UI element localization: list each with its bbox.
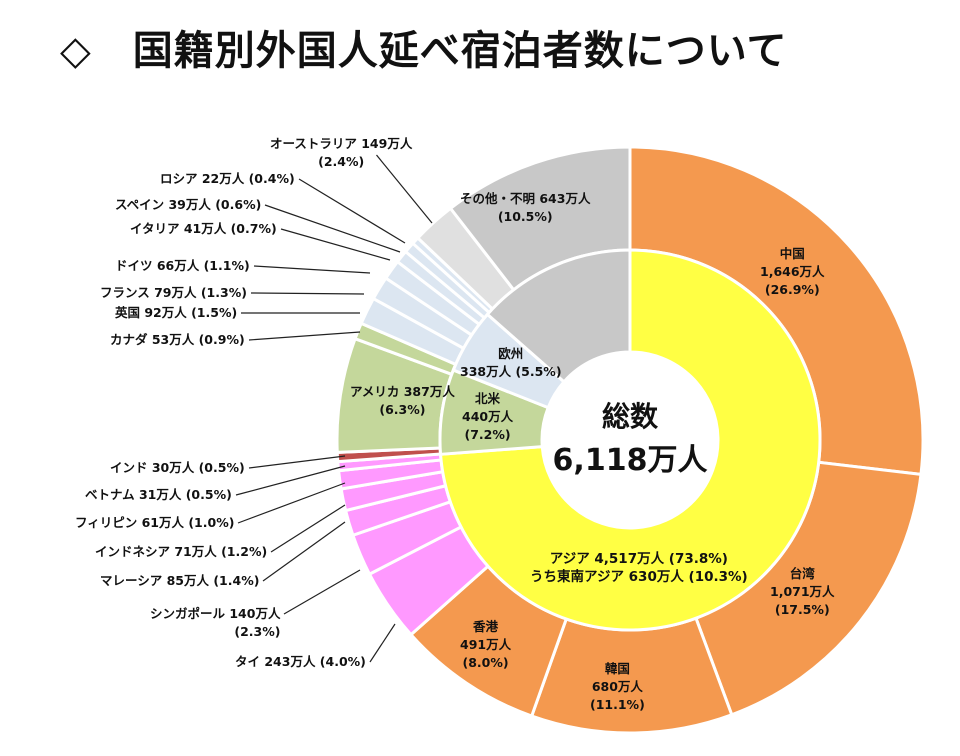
center-total: 6,118万人 xyxy=(552,443,708,478)
center-title: 総数 xyxy=(601,400,658,433)
outer-label-2: 韓国 680万人 (11.1%) xyxy=(590,660,645,714)
outer-label-3-line: 香港 xyxy=(473,619,499,634)
inner-label-0: アジア 4,517万人 (73.8%) うち東南アジア 630万人 (10.3%) xyxy=(530,550,748,586)
leader-line-12 xyxy=(248,331,361,341)
inner-label-1-line: 北米 xyxy=(475,391,501,406)
outer-label-2-line: 680万人 xyxy=(591,679,643,694)
outer-label-6: マレーシア 85万人 (1.4%) xyxy=(100,572,259,590)
outer-label-18: ロシア 22万人 (0.4%) xyxy=(160,170,295,188)
outer-label-7-line: インドネシア 71万人 (1.2%) xyxy=(95,544,268,559)
outer-label-0-line: 1,646万人 xyxy=(760,264,825,279)
outer-label-5: シンガポール 140万人 (2.3%) xyxy=(150,605,280,641)
outer-label-18-line: ロシア 22万人 (0.4%) xyxy=(160,171,295,186)
outer-label-17: スペイン 39万人 (0.6%) xyxy=(115,196,261,214)
page-title: ◇ 国籍別外国人延べ宿泊者数について xyxy=(60,28,788,74)
outer-label-14-line: フランス 79万人 (1.3%) xyxy=(100,285,247,300)
inner-label-2-line: 338万人 (5.5%) xyxy=(460,364,562,379)
leader-line-8 xyxy=(237,482,346,524)
outer-label-7: インドネシア 71万人 (1.2%) xyxy=(95,543,267,561)
leader-line-9 xyxy=(235,465,346,496)
outer-label-12-line: カナダ 53万人 (0.9%) xyxy=(110,332,245,347)
outer-label-0-line: (26.9%) xyxy=(764,282,820,297)
leader-line-7 xyxy=(270,504,346,553)
leader-line-18 xyxy=(298,178,406,244)
outer-label-13-line: 英国 92万人 (1.5%) xyxy=(115,305,238,320)
inner-label-1-line: (7.2%) xyxy=(464,427,511,442)
outer-label-20: その他・不明 643万人 (10.5%) xyxy=(460,190,590,226)
outer-label-6-line: マレーシア 85万人 (1.4%) xyxy=(100,573,260,588)
outer-label-9-line: ベトナム 31万人 (0.5%) xyxy=(85,487,232,502)
inner-label-1-line: 440万人 xyxy=(462,409,514,424)
outer-label-15-line: ドイツ 66万人 (1.1%) xyxy=(115,258,250,273)
outer-label-20-line: その他・不明 643万人 xyxy=(460,191,591,206)
outer-label-0-line: 中国 xyxy=(779,246,805,261)
outer-label-4-line: タイ 243万人 (4.0%) xyxy=(235,654,366,669)
leader-line-6 xyxy=(262,521,346,582)
outer-label-5-line: シンガポール 140万人 xyxy=(150,606,281,621)
outer-label-9: ベトナム 31万人 (0.5%) xyxy=(85,486,232,504)
outer-label-11-line: (6.3%) xyxy=(379,402,426,417)
outer-label-2-line: (11.1%) xyxy=(590,697,645,712)
outer-label-0: 中国 1,646万人 (26.9%) xyxy=(760,245,825,299)
outer-label-19: オーストラリア 149万人 (2.4%) xyxy=(270,135,412,171)
leader-line-16 xyxy=(280,228,391,261)
outer-label-12: カナダ 53万人 (0.9%) xyxy=(110,331,245,349)
outer-label-1-line: 台湾 xyxy=(789,566,815,581)
leader-line-14 xyxy=(250,292,365,295)
outer-label-4: タイ 243万人 (4.0%) xyxy=(235,653,366,671)
inner-label-1: 北米 440万人 (7.2%) xyxy=(462,390,513,444)
outer-label-2-line: 韓国 xyxy=(604,661,630,676)
outer-label-1: 台湾 1,071万人 (17.5%) xyxy=(770,565,835,619)
leader-line-10 xyxy=(248,455,346,469)
outer-label-10: インド 30万人 (0.5%) xyxy=(110,459,245,477)
outer-label-3-line: 491万人 xyxy=(460,637,512,652)
outer-label-5-line: (2.3%) xyxy=(234,624,281,639)
outer-label-11-line: アメリカ 387万人 xyxy=(350,384,455,399)
outer-label-16-line: イタリア 41万人 (0.7%) xyxy=(130,221,277,236)
outer-label-11: アメリカ 387万人 (6.3%) xyxy=(350,383,455,419)
outer-label-3: 香港 491万人 (8.0%) xyxy=(460,618,511,672)
leader-line-19 xyxy=(376,154,433,224)
leader-line-5 xyxy=(283,569,361,615)
outer-label-10-line: インド 30万人 (0.5%) xyxy=(110,460,245,475)
outer-label-8-line: フィリピン 61万人 (1.0%) xyxy=(75,515,235,530)
outer-label-14: フランス 79万人 (1.3%) xyxy=(100,284,247,302)
outer-label-1-line: (17.5%) xyxy=(774,602,830,617)
outer-label-20-line: (10.5%) xyxy=(497,209,553,224)
leader-line-17 xyxy=(264,204,401,253)
inner-label-0-line: うち東南アジア 630万人 (10.3%) xyxy=(530,569,748,585)
outer-label-8: フィリピン 61万人 (1.0%) xyxy=(75,514,234,532)
inner-label-2: 欧州 338万人 (5.5%) xyxy=(460,345,562,381)
outer-label-1-line: 1,071万人 xyxy=(770,584,835,599)
inner-label-2-line: 欧州 xyxy=(498,346,524,361)
outer-label-13: 英国 92万人 (1.5%) xyxy=(115,304,237,322)
outer-label-16: イタリア 41万人 (0.7%) xyxy=(130,220,277,238)
outer-label-3-line: (8.0%) xyxy=(462,655,509,670)
outer-label-17-line: スペイン 39万人 (0.6%) xyxy=(115,197,262,212)
leader-line-15 xyxy=(253,265,371,274)
outer-label-19-line: (2.4%) xyxy=(318,154,365,169)
outer-label-19-line: オーストラリア 149万人 xyxy=(270,136,413,151)
center-label: 総数 6,118万人 xyxy=(545,395,715,479)
leader-line-4 xyxy=(369,623,396,663)
inner-label-0-line: アジア 4,517万人 (73.8%) xyxy=(549,551,728,567)
outer-label-15: ドイツ 66万人 (1.1%) xyxy=(115,257,250,275)
